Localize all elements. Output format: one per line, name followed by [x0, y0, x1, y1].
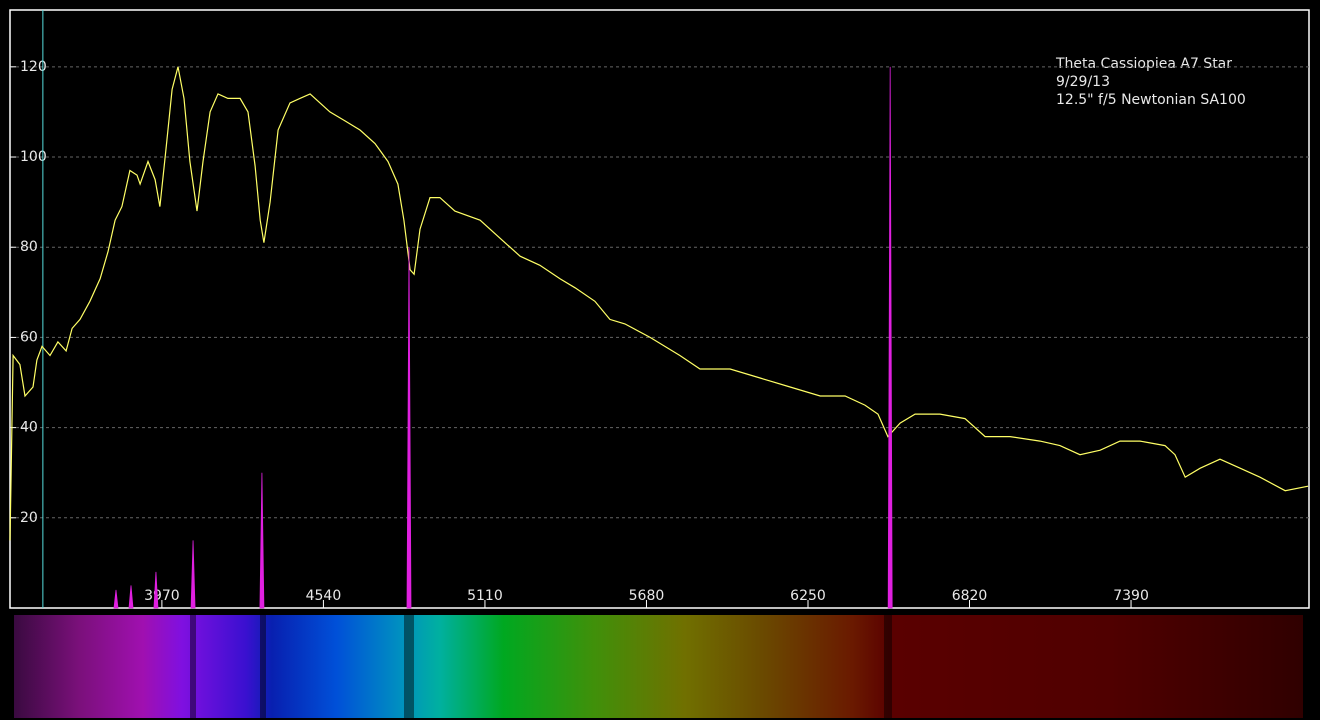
spectrum-line — [9, 66, 1309, 541]
y-tick-label: 100 — [20, 149, 47, 165]
reference-spike — [153, 571, 159, 609]
spectrum-strip — [14, 615, 1303, 718]
reference-spike — [190, 540, 196, 609]
x-tick-label: 3970 — [144, 588, 180, 604]
x-tick-label: 4540 — [306, 588, 342, 604]
y-tick-label: 40 — [20, 420, 38, 436]
absorption-bands — [190, 615, 892, 718]
annotation: 9/29/13 — [1056, 74, 1110, 90]
reference-spike — [128, 585, 134, 609]
reference-spike — [406, 247, 412, 609]
annotation-block: Theta Cassiopiea A7 Star 9/29/13 12.5" f/5… — [1055, 56, 1246, 108]
annotation: Theta Cassiopiea A7 Star — [1055, 56, 1232, 72]
annotation: 12.5" f/5 Newtonian SA100 — [1056, 92, 1246, 108]
reference-spike — [113, 589, 119, 609]
y-tick-label: 60 — [20, 329, 38, 345]
x-tick-label: 6250 — [790, 588, 826, 604]
plot-frame — [9, 9, 1310, 609]
y-tick-label: 120 — [20, 59, 47, 75]
reference-spike — [259, 472, 265, 609]
x-tick-label: 5110 — [467, 588, 503, 604]
reference-spike — [887, 66, 893, 609]
y-tick-label: 80 — [20, 239, 38, 255]
x-tick-label: 7390 — [1113, 588, 1149, 604]
x-tick-label: 6820 — [952, 588, 988, 604]
y-tick-label: 20 — [20, 510, 38, 526]
x-tick-label: 5680 — [629, 588, 665, 604]
